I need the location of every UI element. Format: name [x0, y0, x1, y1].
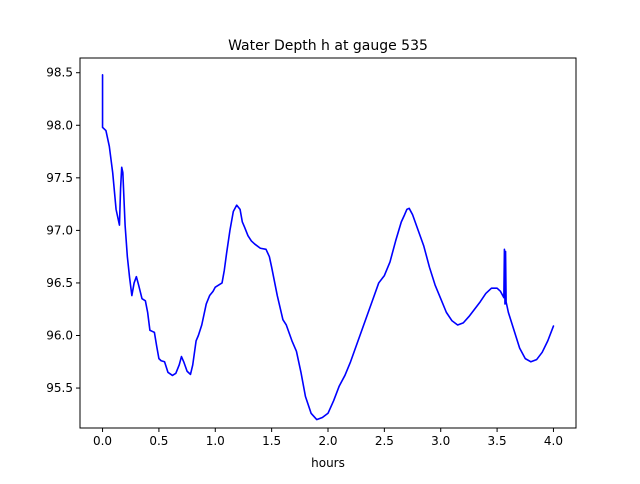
- x-axis-label: hours: [311, 456, 345, 470]
- x-tick-label: 4.0: [544, 434, 563, 448]
- x-tick-label: 0.5: [149, 434, 168, 448]
- ticks-layer: 0.0 0.5 1.0 1.5 2.0 2.5 3.0 3.5 4.0 95.5 96.0 96.5 9…: [46, 66, 563, 448]
- series-line-0: [101, 74, 555, 421]
- x-tick-label: 2.0: [318, 434, 337, 448]
- x-tick-label: 3.5: [488, 434, 507, 448]
- x-tick-label: 2.5: [375, 434, 394, 448]
- y-tick-label: 97.0: [46, 223, 73, 237]
- x-tick-label: 3.0: [431, 434, 450, 448]
- series-layer: [101, 74, 555, 421]
- plot-frame: [79, 57, 577, 429]
- y-tick-label: 98.0: [46, 118, 73, 132]
- x-tick-label: 1.0: [206, 434, 225, 448]
- y-tick-label: 96.0: [46, 329, 73, 343]
- chart-title: Water Depth h at gauge 535: [228, 38, 428, 54]
- x-tick-label: 0.0: [93, 434, 112, 448]
- y-tick-label: 98.5: [46, 66, 73, 80]
- y-tick-label: 97.5: [46, 171, 73, 185]
- x-tick-label: 1.5: [262, 434, 281, 448]
- y-tick-label: 96.5: [46, 276, 73, 290]
- y-tick-label: 95.5: [46, 381, 73, 395]
